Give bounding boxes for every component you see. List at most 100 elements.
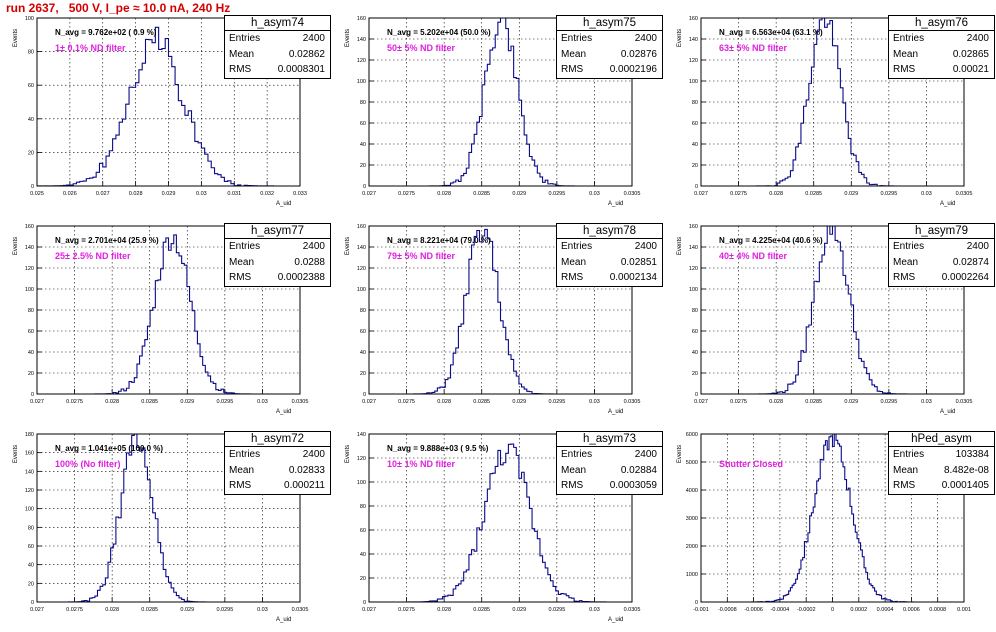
- x-tick-label: 0.0275: [730, 399, 747, 405]
- filter-label: 63± 5% ND filter: [719, 43, 787, 53]
- stats-key: RMS: [229, 480, 252, 491]
- stats-value: 103384: [955, 449, 989, 460]
- stats-key: RMS: [229, 64, 252, 75]
- stats-title: h_asym79: [889, 224, 994, 239]
- y-tick-label: 160: [25, 224, 34, 230]
- y-tick-label: 0: [695, 184, 698, 190]
- stats-value: 2400: [966, 33, 989, 44]
- y-tick-label: 160: [689, 16, 698, 22]
- stats-row-mean: Mean 0.02874: [889, 255, 994, 271]
- stats-row-mean: Mean 0.02865: [889, 47, 994, 63]
- x-tick-label: 0.0285: [141, 607, 158, 613]
- stats-value: 0.02876: [620, 48, 657, 60]
- y-tick-label: 80: [692, 308, 698, 314]
- stats-key: Entries: [893, 33, 925, 44]
- x-tick-label: 0.033: [293, 191, 307, 197]
- stats-value: 2400: [634, 33, 657, 44]
- y-tick-label: 80: [692, 100, 698, 106]
- histogram-plot: 0.027 0.0275 0.028 0.0285 0.029 0.0295 0.03 0.0…: [13, 432, 309, 623]
- x-tick-label: 0.0285: [805, 399, 822, 405]
- x-tick-label: 0.0295: [548, 191, 565, 197]
- x-tick-label: 0.027: [30, 607, 44, 613]
- stats-box: h_asym78 Entries 2400 Mean 0.02851 RMS 0.00021…: [556, 223, 663, 287]
- x-tick-label: 0.029: [844, 399, 858, 405]
- x-tick-label: 0.0305: [292, 399, 309, 405]
- x-tick-label: 0.029: [512, 399, 526, 405]
- x-tick-label: 0.029: [180, 399, 194, 405]
- y-tick-label: 120: [25, 488, 34, 494]
- y-tick-label: 160: [25, 451, 34, 457]
- filter-label: 10± 1% ND filter: [387, 459, 455, 469]
- histogram-panel: 0.025 0.026 0.027 0.028 0.029 0.03 0.031 0.032 0…: [5, 10, 335, 216]
- x-tick-label: 0.0285: [473, 399, 490, 405]
- stats-title: h_asym77: [225, 224, 330, 239]
- x-tick-label: 0.0008: [929, 607, 946, 613]
- y-tick-label: 100: [689, 79, 698, 85]
- stats-key: RMS: [561, 480, 584, 491]
- filter-label: 79± 5% ND filter: [387, 251, 455, 261]
- x-tick-label: 0.027: [30, 399, 44, 405]
- x-tick-label: 0.0305: [292, 607, 309, 613]
- plot-frame: [36, 225, 301, 395]
- y-tick-label: 180: [25, 432, 34, 438]
- y-tick-label: 80: [360, 100, 366, 106]
- y-tick-label: 60: [28, 83, 34, 89]
- x-tick-label: 0.0305: [624, 191, 641, 197]
- x-tick-label: 0.03: [921, 399, 932, 405]
- stats-box: h_asym72 Entries 2400 Mean 0.02833 RMS 0.00021…: [224, 431, 331, 495]
- stats-value: 2400: [634, 241, 657, 252]
- x-tick-label: 0.028: [437, 399, 451, 405]
- x-tick-label: -0.0006: [744, 607, 763, 613]
- filter-label: 50± 5% ND filter: [387, 43, 455, 53]
- y-tick-label: 0: [31, 392, 34, 398]
- x-tick-label: 0.0305: [956, 399, 973, 405]
- histogram-plot: 0.027 0.0275 0.028 0.0285 0.029 0.0295 0.03 0.0…: [13, 224, 309, 415]
- y-tick-label: 120: [357, 266, 366, 272]
- histogram-panel: 0.027 0.0275 0.028 0.0285 0.029 0.0295 0.03 0.0…: [669, 10, 996, 216]
- y-tick-label: 80: [360, 504, 366, 510]
- n-avg-label: N_avg = 5.202e+04 (50.0 %): [387, 28, 491, 37]
- x-tick-label: 0.0295: [548, 607, 565, 613]
- x-axis-label: A_uid: [608, 409, 623, 415]
- y-tick-label: 0: [695, 600, 698, 606]
- stats-key: Mean: [561, 48, 587, 60]
- y-axis-label: Events: [345, 445, 351, 463]
- stats-key: Mean: [229, 48, 255, 60]
- y-tick-label: 120: [25, 266, 34, 272]
- stats-row-mean: Mean 0.02884: [557, 463, 662, 479]
- stats-key: Mean: [561, 256, 587, 268]
- x-tick-label: 0.027: [694, 399, 708, 405]
- x-tick-label: -0.0008: [718, 607, 737, 613]
- run-title: run 2637, 500 V, I_pe ≈ 10.0 nA, 240 Hz: [6, 1, 231, 15]
- plot-frame: [368, 17, 633, 187]
- histogram-plot: -0.001 -0.0008 -0.0006 -0.0004 -0.0002 0 0.000…: [677, 432, 971, 613]
- stats-key: RMS: [893, 480, 916, 491]
- stats-value: 0.0288: [294, 256, 325, 268]
- y-axis-label: Events: [13, 237, 19, 255]
- plot-frame: [368, 225, 633, 395]
- x-tick-label: 0.0305: [956, 191, 973, 197]
- stats-key: RMS: [561, 272, 584, 283]
- x-tick-label: 0.028: [769, 191, 783, 197]
- x-tick-label: 0.03: [921, 191, 932, 197]
- y-tick-label: 20: [360, 576, 366, 582]
- filter-label: 1± 0.1% ND filter: [55, 43, 126, 53]
- y-tick-label: 80: [28, 525, 34, 531]
- x-tick-label: 0.0295: [216, 607, 233, 613]
- x-axis-label: A_uid: [276, 201, 291, 207]
- stats-row-rms: RMS 0.0008301: [225, 62, 330, 78]
- x-tick-label: 0.0295: [548, 399, 565, 405]
- stats-value: 0.02865: [952, 48, 989, 60]
- y-axis-label: Events: [13, 29, 19, 47]
- stats-title: h_asym76: [889, 16, 994, 31]
- plot-frame: [700, 433, 965, 603]
- stats-box: h_asym76 Entries 2400 Mean 0.02865 RMS 0.00021: [888, 15, 995, 79]
- y-tick-label: 40: [360, 142, 366, 148]
- n-avg-label: N_avg = 9.888e+03 ( 9.5 %): [387, 444, 489, 453]
- stats-key: Entries: [229, 449, 261, 460]
- n-avg-label: N_avg = 6.563e+04 (63.1 %): [719, 28, 823, 37]
- histogram-plot: 0.027 0.0275 0.028 0.0285 0.029 0.0295 0.03 0.0…: [345, 224, 640, 415]
- stats-box: h_asym74 Entries 2400 Mean 0.02862 RMS 0.00083…: [224, 15, 331, 79]
- x-tick-label: 0.03: [589, 399, 600, 405]
- y-tick-label: 120: [357, 456, 366, 462]
